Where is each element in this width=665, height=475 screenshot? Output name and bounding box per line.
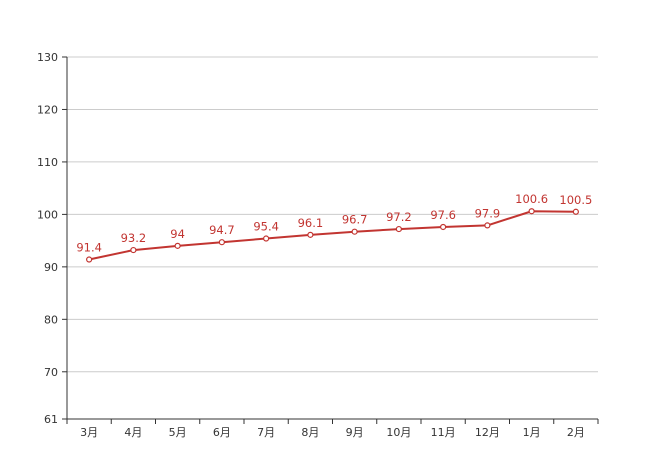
y-tick-label: 100 xyxy=(37,208,58,221)
data-labels: 91.4 93.2 94 94.7 95.4 96.1 96.7 97.2 97.6 97.9 10… xyxy=(76,192,592,254)
data-label: 94 xyxy=(170,227,185,241)
data-label: 97.9 xyxy=(475,206,501,220)
data-label: 100.5 xyxy=(559,193,592,207)
x-tick-label: 3月 xyxy=(80,426,98,439)
y-tick-label: 61 xyxy=(44,413,58,426)
y-tick-label: 130 xyxy=(37,51,58,64)
data-point[interactable] xyxy=(572,208,579,215)
grid-lines xyxy=(67,56,598,373)
x-tick-label: 5月 xyxy=(169,426,187,439)
data-label: 93.2 xyxy=(121,231,147,245)
x-tick-label: 8月 xyxy=(301,426,319,439)
x-tick-label: 7月 xyxy=(257,426,275,439)
y-tick-label: 80 xyxy=(44,313,58,326)
data-label: 95.4 xyxy=(253,220,279,234)
data-point[interactable] xyxy=(218,239,225,246)
data-point[interactable] xyxy=(307,231,314,238)
series-layer xyxy=(86,208,579,263)
x-tick-label: 12月 xyxy=(475,426,500,439)
data-label: 96.7 xyxy=(342,213,368,227)
axes: 61 70 80 90 100 110 120 130 3月 4月 5月 6月 7月 8月 9月 10月 11月… xyxy=(37,51,599,439)
x-tick-label: 11月 xyxy=(431,426,456,439)
data-point[interactable] xyxy=(174,242,181,249)
y-tick-label: 90 xyxy=(44,261,58,274)
x-tick-label: 1月 xyxy=(523,426,541,439)
data-label: 97.6 xyxy=(430,208,456,222)
data-point[interactable] xyxy=(130,246,137,254)
y-tick-label: 120 xyxy=(37,103,58,116)
x-tick-label: 4月 xyxy=(124,426,142,439)
y-tick-label: 70 xyxy=(44,366,58,379)
data-point[interactable] xyxy=(484,222,491,229)
x-tick-label: 10月 xyxy=(386,426,411,439)
y-tick-label: 110 xyxy=(37,156,58,169)
data-point[interactable] xyxy=(440,223,447,231)
x-tick-label: 9月 xyxy=(346,426,364,439)
data-label: 100.6 xyxy=(515,192,548,206)
data-label: 97.2 xyxy=(386,210,412,224)
data-point[interactable] xyxy=(86,256,93,263)
x-tick-label: 6月 xyxy=(213,426,231,439)
data-label: 96.1 xyxy=(298,216,324,230)
data-label: 94.7 xyxy=(209,223,235,237)
data-label: 91.4 xyxy=(76,241,102,255)
data-point[interactable] xyxy=(395,225,402,233)
x-tick-label: 2月 xyxy=(567,426,585,439)
data-point[interactable] xyxy=(263,235,270,242)
data-point[interactable] xyxy=(528,208,535,215)
series-line xyxy=(88,210,576,261)
data-point[interactable] xyxy=(351,228,358,235)
